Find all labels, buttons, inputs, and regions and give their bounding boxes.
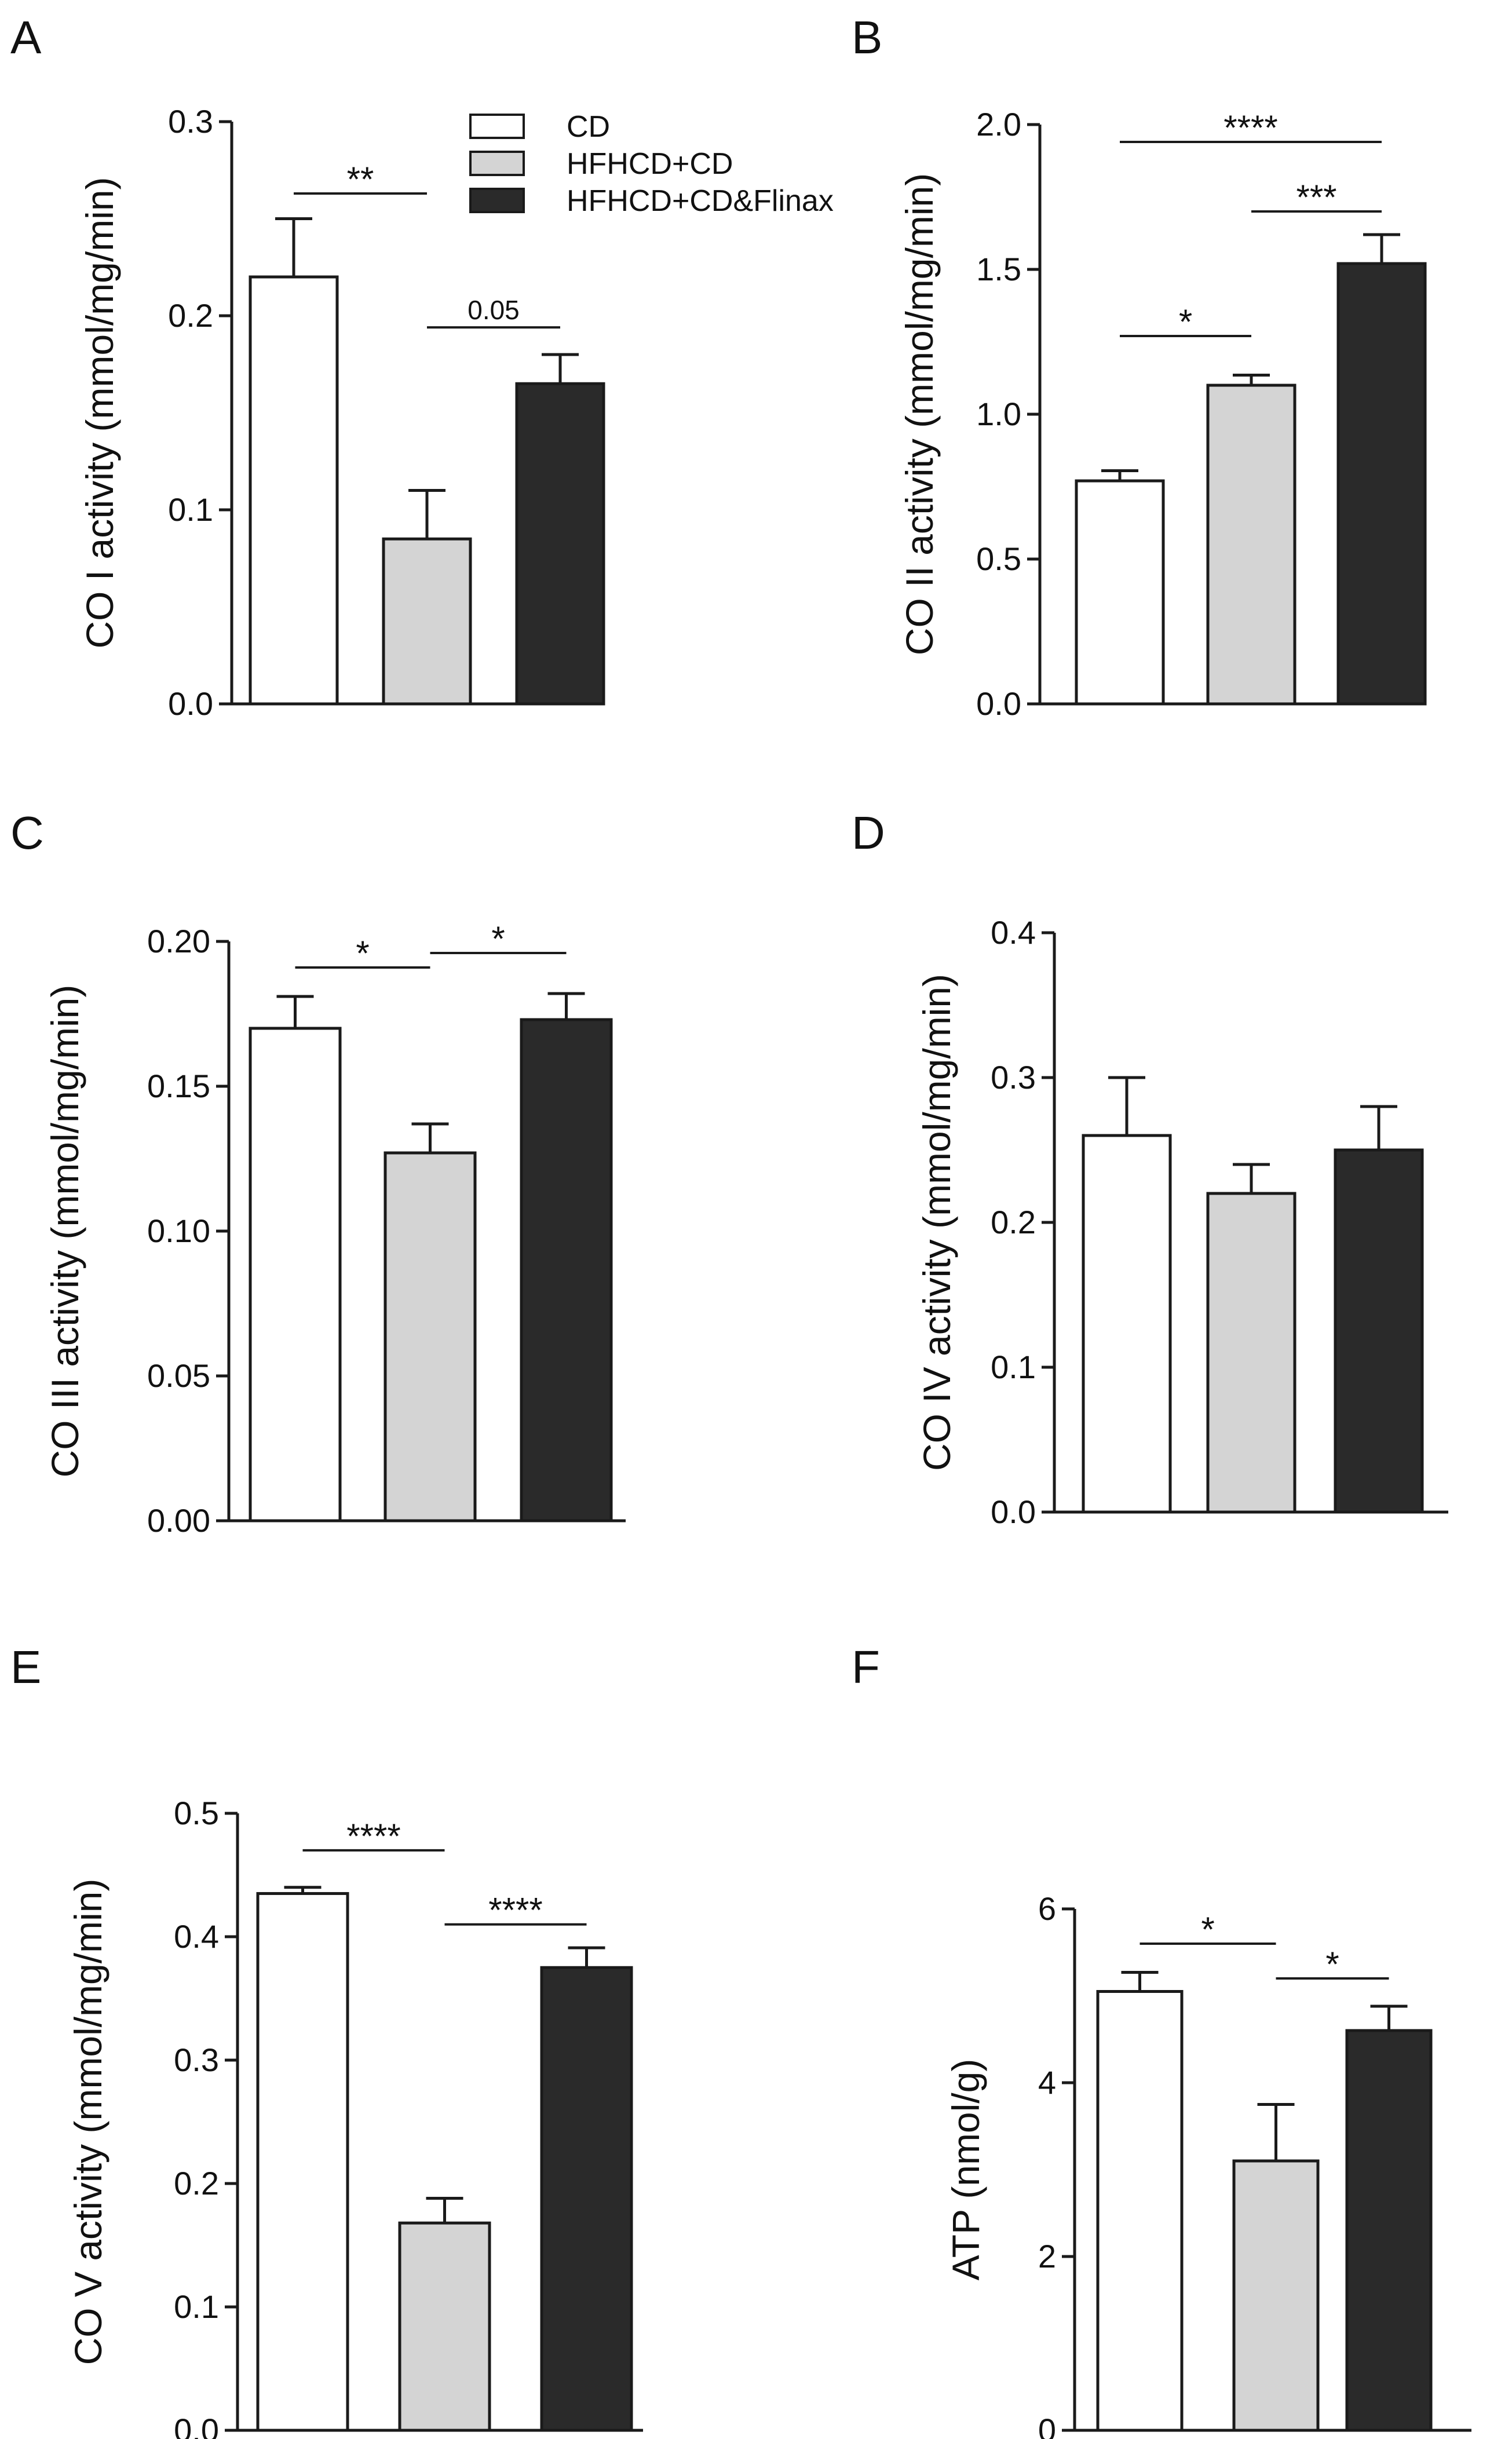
y-tick-label: 6 [1038,1890,1056,1927]
legend-entry: HFHCD+CD [469,147,733,181]
significance-label: * [356,934,369,973]
legend-label: CD [567,110,610,144]
y-tick-label: 0 [1038,2412,1056,2439]
y-tick-label: 1.5 [976,251,1021,287]
y-axis-title: CO II activity (mmol/mg/min) [898,173,941,655]
significance-label: *** [1296,178,1336,217]
panel-letter: B [852,12,882,63]
y-axis-title: ATP (nmol/g) [944,2059,987,2281]
panel-letter: C [10,807,44,859]
y-tick-label: 0.0 [168,685,213,722]
significance-label: **** [488,1891,542,1930]
bar-hfhcd-cd-flinax [540,1966,633,2432]
bar-cd [1082,1134,1172,1514]
y-tick-label: 2 [1038,2238,1056,2274]
panel-letter: E [10,1641,41,1693]
panel-c: C 0.00 0.05 0.10 0.15 0.20 CO III activity (mm… [10,807,626,1539]
bar-cd [256,1892,349,2432]
y-tick-label: 0.15 [147,1068,210,1104]
y-axis-title: CO III activity (mmol/mg/min) [43,985,86,1478]
bar-hfhcd-cd-flinax [520,1018,613,1522]
bar-cd [249,1027,342,1522]
y-axis-title: CO I activity (mmol/mg/min) [78,177,121,648]
panel-a: A 0.0 0.1 0.2 0.3 CO I activity (mmol/mg/min)… [10,12,605,722]
bar-hfhcd-cd-flinax [1336,262,1427,706]
bar-cd [249,275,339,706]
legend-entry: HFHCD+CD&Flinax [469,184,834,218]
legend-label: HFHCD+CD [567,147,733,181]
y-tick-label: 1.0 [976,396,1021,432]
bar-hfhcd-cd [398,2221,491,2432]
bar-hfhcd-cd [382,537,472,706]
y-tick-label: 0.3 [991,1059,1036,1096]
y-tick-label: 0.5 [976,541,1021,577]
panel-d: D 0.0 0.1 0.2 0.3 0.4 CO IV activity (mmol/mg/… [852,807,1448,1530]
y-tick-label: 4 [1038,2064,1056,2101]
panel-letter: F [852,1641,880,1693]
y-axis-title: CO V activity (mmol/mg/min) [67,1879,109,2365]
bar-hfhcd-cd-flinax [1334,1148,1424,1514]
bar-hfhcd-cd [1232,2159,1320,2432]
significance-label: 0.05 [468,295,520,325]
y-tick-label: 0.0 [991,1494,1036,1530]
bar-hfhcd-cd [1206,1192,1296,1514]
significance-label: **** [1224,108,1277,147]
panel-b: B 0.0 0.5 1.0 1.5 2.0 CO II activity (mmol/mg/… [852,12,1427,722]
panel-e: E 0.0 0.1 0.2 0.3 0.4 0.5 CO V activity (mmol/m… [10,1641,643,2439]
significance-label: ** [347,160,374,199]
y-tick-label: 2.0 [976,106,1021,143]
y-tick-label: 0.10 [147,1213,210,1249]
legend-swatch [469,188,525,213]
y-tick-label: 0.4 [174,1918,219,1955]
bar-cd [1096,1990,1184,2432]
panels: A 0.0 0.1 0.2 0.3 CO I activity (mmol/mg/min)… [10,12,1471,2439]
y-tick-label: 0.5 [174,1795,219,1831]
y-tick-label: 0.3 [168,103,213,140]
panel-f: F 0 2 4 6 ATP (nmol/g) * * [852,1641,1471,2439]
legend-swatch [469,114,525,139]
y-tick-label: 0.1 [991,1349,1036,1385]
y-tick-label: 0.2 [174,2165,219,2201]
y-tick-label: 0.1 [174,2288,219,2325]
significance-label: * [1179,302,1192,341]
y-tick-label: 0.00 [147,1502,210,1539]
bar-cd [1075,479,1165,706]
bar-hfhcd-cd [384,1151,477,1522]
y-tick-label: 0.3 [174,2042,219,2078]
bar-hfhcd-cd-flinax [515,382,605,706]
y-tick-label: 0.0 [174,2412,219,2439]
significance-label: * [491,919,505,958]
y-tick-label: 0.2 [168,297,213,334]
y-tick-label: 0.1 [168,491,213,528]
significance-label: * [1201,1910,1214,1949]
y-tick-label: 0.4 [991,914,1036,951]
legend-swatch [469,151,525,176]
y-tick-label: 0.2 [991,1204,1036,1240]
significance-label: * [1325,1945,1339,1984]
panel-letter: D [852,807,885,859]
legend-entry: CD [469,110,610,144]
panel-letter: A [10,12,42,63]
bar-hfhcd-cd-flinax [1345,2029,1433,2432]
y-axis-title: CO IV activity (mmol/mg/min) [915,974,958,1471]
significance-label: **** [346,1817,400,1856]
y-tick-label: 0.0 [976,685,1021,722]
legend-label: HFHCD+CD&Flinax [567,184,834,218]
bar-hfhcd-cd [1206,384,1296,706]
y-tick-label: 0.20 [147,923,210,959]
y-tick-label: 0.05 [147,1357,210,1394]
